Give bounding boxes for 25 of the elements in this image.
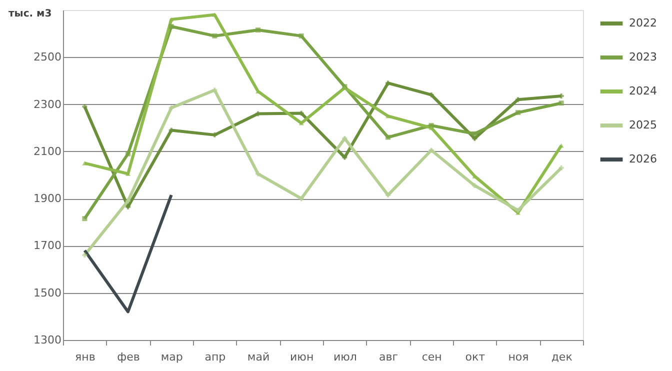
legend-label: 2023 (629, 50, 657, 64)
y-tick-label: 1700 (34, 239, 62, 252)
x-tick-label: дек (551, 350, 573, 364)
x-tick-label: апр (204, 350, 226, 364)
x-tick-label: сен (422, 350, 442, 364)
y-tick-label: 1900 (34, 192, 62, 206)
x-tick-label: фев (117, 350, 140, 364)
y-tick-label: 2300 (34, 98, 62, 111)
legend-label: 2025 (629, 118, 657, 132)
legend-label: 2022 (629, 16, 657, 30)
y-tick-label: 2100 (34, 144, 62, 158)
x-tick-label: авг (378, 350, 398, 364)
x-tick-label: окт (465, 350, 486, 364)
x-tick-label: ноя (508, 350, 529, 364)
x-tick-label: янв (75, 350, 96, 364)
y-tick-label: 2500 (34, 50, 62, 64)
y-tick-label: 1500 (34, 286, 62, 300)
legend-label: 2024 (629, 84, 657, 98)
legend-label: 2026 (629, 152, 657, 166)
y-tick-label: 1300 (34, 334, 62, 346)
x-tick-label: июн (290, 350, 314, 364)
y-axis-title: тыс. м3 (8, 8, 52, 20)
x-tick-label: мар (160, 350, 183, 364)
x-tick-label: июл (333, 350, 357, 364)
x-tick-label: май (247, 350, 270, 364)
